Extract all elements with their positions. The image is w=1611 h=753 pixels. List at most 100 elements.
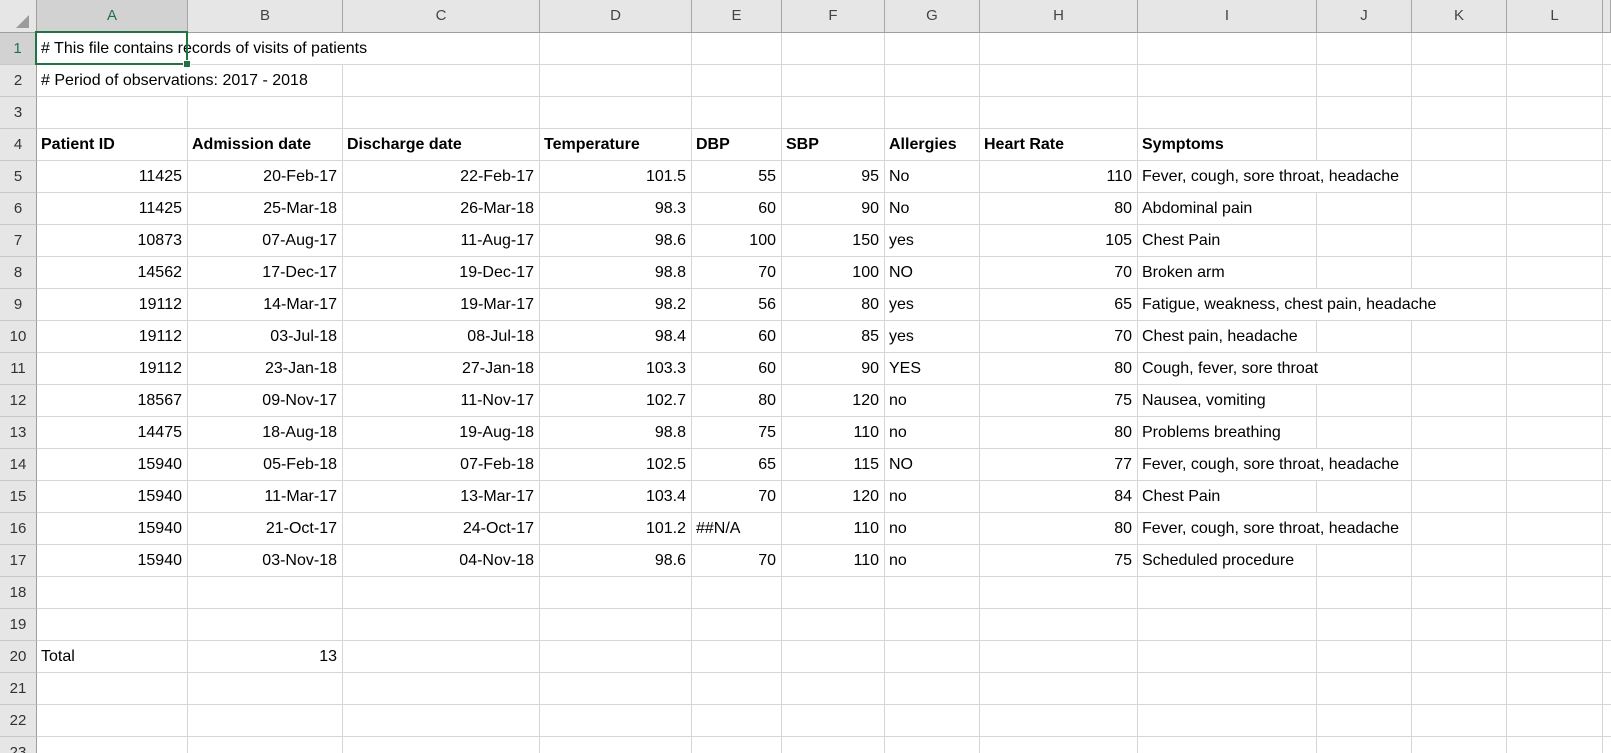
cell-H11[interactable]: 80 <box>980 353 1137 384</box>
cell-B16[interactable]: 21-Oct-17 <box>188 513 342 544</box>
cell-I8[interactable]: Broken arm <box>1138 257 1316 288</box>
row-header-3[interactable]: 3 <box>0 97 37 129</box>
select-all-button[interactable] <box>0 0 37 33</box>
cell-G12[interactable]: no <box>885 385 979 416</box>
cell-B11[interactable]: 23-Jan-18 <box>188 353 342 384</box>
cell-D11[interactable]: 103.3 <box>540 353 691 384</box>
row-header-18[interactable]: 18 <box>0 577 37 609</box>
row-header-2[interactable]: 2 <box>0 65 37 97</box>
row-header-12[interactable]: 12 <box>0 385 37 417</box>
row-header-7[interactable]: 7 <box>0 225 37 257</box>
column-header-E[interactable]: E <box>692 0 782 33</box>
row-header-17[interactable]: 17 <box>0 545 37 577</box>
cell-E5[interactable]: 55 <box>692 161 781 192</box>
cell-C11[interactable]: 27-Jan-18 <box>343 353 539 384</box>
cell-F15[interactable]: 120 <box>782 481 884 512</box>
cell-E8[interactable]: 70 <box>692 257 781 288</box>
cell-E12[interactable]: 80 <box>692 385 781 416</box>
row-header-9[interactable]: 9 <box>0 289 37 321</box>
cell-I5[interactable]: Fever, cough, sore throat, headache <box>1138 161 1400 192</box>
cell-I15[interactable]: Chest Pain <box>1138 481 1316 512</box>
cell-H4[interactable]: Heart Rate <box>980 129 1137 160</box>
cell-A20[interactable]: Total <box>37 641 187 672</box>
cell-I11[interactable]: Cough, fever, sore throat <box>1138 353 1319 384</box>
cell-I13[interactable]: Problems breathing <box>1138 417 1316 448</box>
cell-E9[interactable]: 56 <box>692 289 781 320</box>
column-header-partial[interactable] <box>1603 0 1611 33</box>
cell-I12[interactable]: Nausea, vomiting <box>1138 385 1316 416</box>
cell-H12[interactable]: 75 <box>980 385 1137 416</box>
cell-A17[interactable]: 15940 <box>37 545 187 576</box>
cell-H14[interactable]: 77 <box>980 449 1137 480</box>
cell-A14[interactable]: 15940 <box>37 449 187 480</box>
cell-I16[interactable]: Fever, cough, sore throat, headache <box>1138 513 1400 544</box>
cell-D14[interactable]: 102.5 <box>540 449 691 480</box>
cell-D10[interactable]: 98.4 <box>540 321 691 352</box>
cell-F12[interactable]: 120 <box>782 385 884 416</box>
cell-D4[interactable]: Temperature <box>540 129 691 160</box>
cell-H9[interactable]: 65 <box>980 289 1137 320</box>
cell-B10[interactable]: 03-Jul-18 <box>188 321 342 352</box>
cell-E11[interactable]: 60 <box>692 353 781 384</box>
row-header-6[interactable]: 6 <box>0 193 37 225</box>
cell-I9[interactable]: Fatigue, weakness, chest pain, headache <box>1138 289 1437 320</box>
row-header-15[interactable]: 15 <box>0 481 37 513</box>
cell-D7[interactable]: 98.6 <box>540 225 691 256</box>
column-header-A[interactable]: A <box>37 0 188 33</box>
cell-C15[interactable]: 13-Mar-17 <box>343 481 539 512</box>
cell-H7[interactable]: 105 <box>980 225 1137 256</box>
cell-B5[interactable]: 20-Feb-17 <box>188 161 342 192</box>
cell-G13[interactable]: no <box>885 417 979 448</box>
cell-A13[interactable]: 14475 <box>37 417 187 448</box>
cell-A2[interactable]: # Period of observations: 2017 - 2018 <box>37 65 308 96</box>
cell-H15[interactable]: 84 <box>980 481 1137 512</box>
cell-H8[interactable]: 70 <box>980 257 1137 288</box>
cell-H6[interactable]: 80 <box>980 193 1137 224</box>
column-header-D[interactable]: D <box>540 0 692 33</box>
cell-E7[interactable]: 100 <box>692 225 781 256</box>
column-header-G[interactable]: G <box>885 0 980 33</box>
cell-I14[interactable]: Fever, cough, sore throat, headache <box>1138 449 1400 480</box>
cell-B7[interactable]: 07-Aug-17 <box>188 225 342 256</box>
cell-A16[interactable]: 15940 <box>37 513 187 544</box>
cell-G4[interactable]: Allergies <box>885 129 979 160</box>
column-header-K[interactable]: K <box>1412 0 1507 33</box>
cell-B20[interactable]: 13 <box>188 641 342 672</box>
cell-E4[interactable]: DBP <box>692 129 781 160</box>
column-header-J[interactable]: J <box>1317 0 1412 33</box>
cell-G11[interactable]: YES <box>885 353 979 384</box>
row-header-22[interactable]: 22 <box>0 705 37 737</box>
cell-A5[interactable]: 11425 <box>37 161 187 192</box>
fill-handle[interactable] <box>183 60 191 68</box>
cell-H5[interactable]: 110 <box>980 161 1137 192</box>
row-header-8[interactable]: 8 <box>0 257 37 289</box>
column-header-B[interactable]: B <box>188 0 343 33</box>
cell-I10[interactable]: Chest pain, headache <box>1138 321 1316 352</box>
row-header-21[interactable]: 21 <box>0 673 37 705</box>
cell-C7[interactable]: 11-Aug-17 <box>343 225 539 256</box>
cell-B15[interactable]: 11-Mar-17 <box>188 481 342 512</box>
row-header-23[interactable]: 23 <box>0 737 37 753</box>
row-header-11[interactable]: 11 <box>0 353 37 385</box>
cell-A15[interactable]: 15940 <box>37 481 187 512</box>
cell-F6[interactable]: 90 <box>782 193 884 224</box>
column-header-H[interactable]: H <box>980 0 1138 33</box>
row-header-4[interactable]: 4 <box>0 129 37 161</box>
cell-A4[interactable]: Patient ID <box>37 129 187 160</box>
cell-I7[interactable]: Chest Pain <box>1138 225 1316 256</box>
cell-C8[interactable]: 19-Dec-17 <box>343 257 539 288</box>
cell-B4[interactable]: Admission date <box>188 129 342 160</box>
cell-A9[interactable]: 19112 <box>37 289 187 320</box>
cell-F10[interactable]: 85 <box>782 321 884 352</box>
cell-G8[interactable]: NO <box>885 257 979 288</box>
cell-E16[interactable]: ##N/A <box>692 513 781 544</box>
cell-H17[interactable]: 75 <box>980 545 1137 576</box>
cell-F16[interactable]: 110 <box>782 513 884 544</box>
cell-E15[interactable]: 70 <box>692 481 781 512</box>
cell-G9[interactable]: yes <box>885 289 979 320</box>
cell-C9[interactable]: 19-Mar-17 <box>343 289 539 320</box>
cell-H16[interactable]: 80 <box>980 513 1137 544</box>
cell-F11[interactable]: 90 <box>782 353 884 384</box>
cell-B13[interactable]: 18-Aug-18 <box>188 417 342 448</box>
cell-F13[interactable]: 110 <box>782 417 884 448</box>
